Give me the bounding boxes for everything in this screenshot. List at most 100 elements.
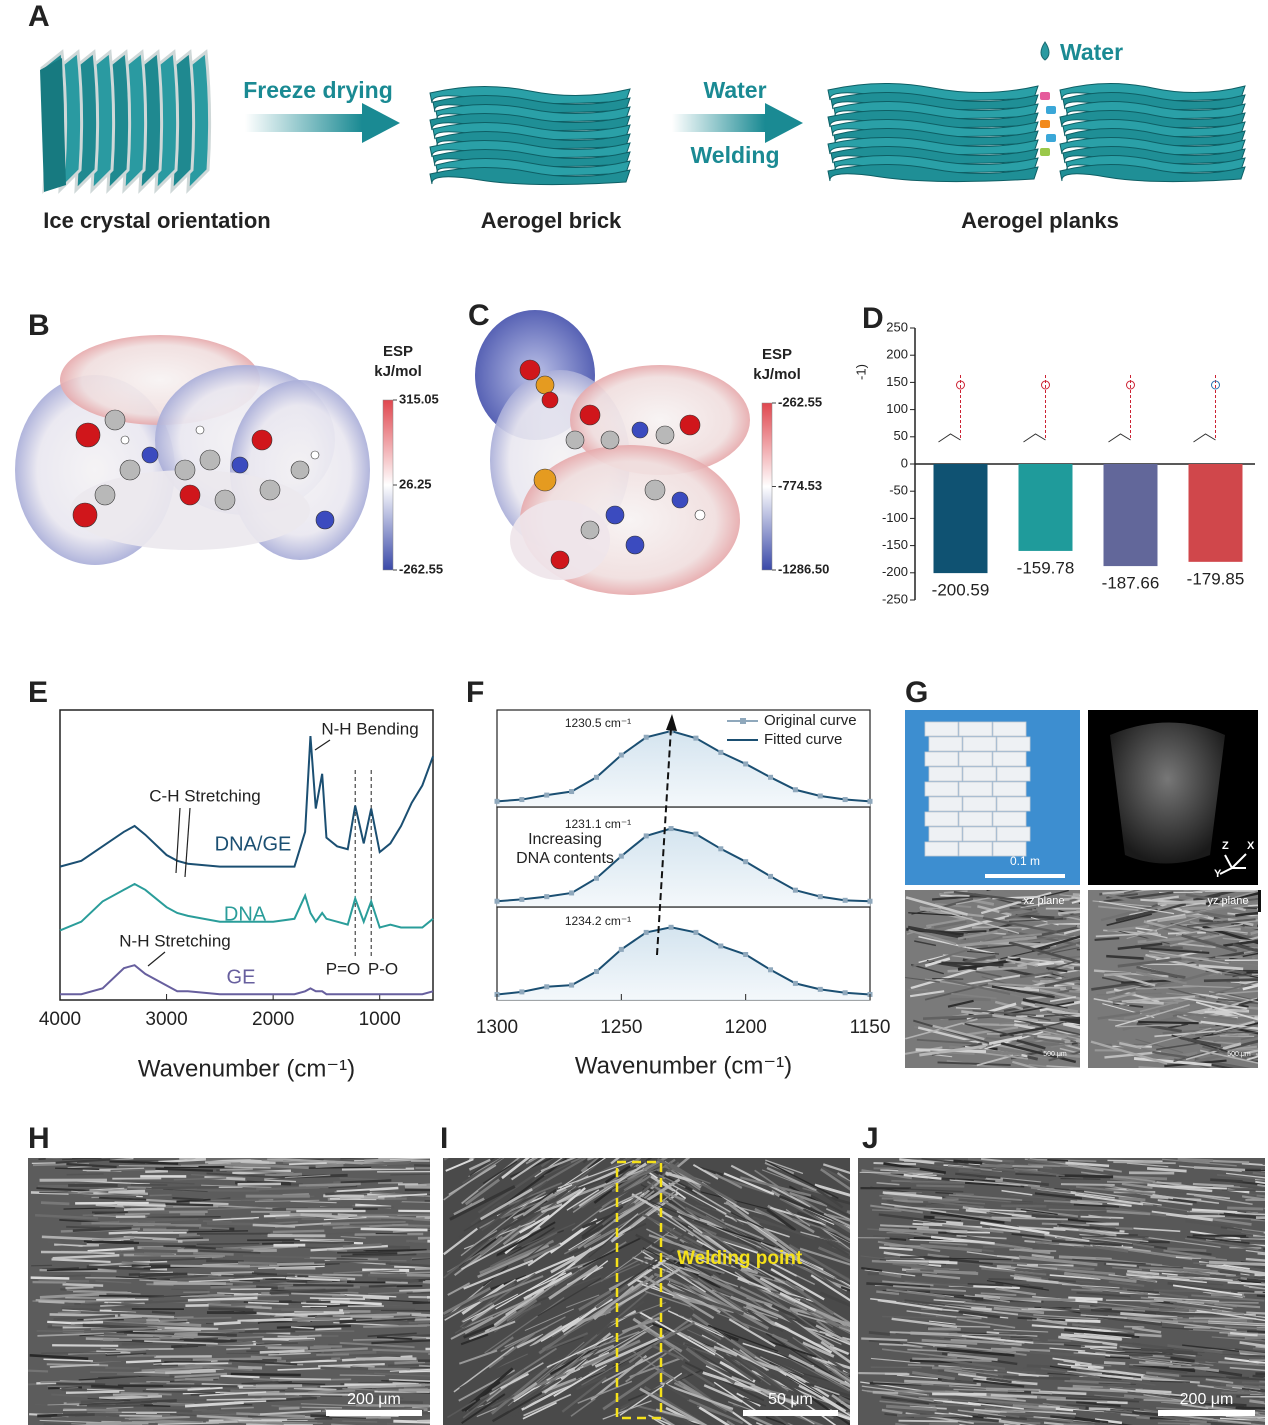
texture-stroke	[47, 1240, 87, 1246]
atom	[72, 502, 98, 528]
texture-stroke	[363, 1324, 427, 1328]
texture-stroke	[1133, 1227, 1181, 1233]
texture-stroke	[882, 1280, 934, 1287]
texture-stroke	[581, 1205, 624, 1238]
texture-stroke	[1078, 1228, 1117, 1237]
panel-label: C	[468, 299, 490, 332]
texture-stroke	[201, 1184, 272, 1189]
texture-stroke	[124, 1318, 147, 1322]
texture-stroke	[825, 1319, 850, 1330]
y-tick-label: 150	[886, 374, 908, 389]
texture-stroke	[561, 1306, 598, 1333]
bar	[933, 464, 988, 574]
texture-stroke	[1238, 974, 1258, 981]
texture-stroke	[66, 1289, 115, 1293]
texture-stroke	[876, 1182, 900, 1186]
texture-stroke	[1146, 931, 1198, 942]
texture-stroke	[965, 1208, 1036, 1219]
original-point	[494, 898, 500, 904]
texture-stroke	[282, 1193, 309, 1196]
texture-stroke	[62, 1158, 102, 1161]
texture-stroke	[368, 1367, 410, 1371]
texture-stroke	[1136, 965, 1185, 979]
series-label: GE	[227, 966, 256, 988]
panel-d	[910, 327, 1255, 601]
texture-stroke	[590, 1354, 648, 1402]
colorbar-tick-label: -262.55	[778, 394, 822, 409]
texture-stroke	[1127, 1276, 1156, 1283]
texture-stroke	[1137, 930, 1168, 939]
texture-stroke	[1264, 1401, 1265, 1403]
texture-stroke	[1110, 1177, 1153, 1184]
texture-stroke	[284, 1285, 360, 1290]
texture-stroke	[499, 1353, 568, 1397]
texture-stroke	[705, 1365, 768, 1398]
texture-stroke	[362, 1162, 409, 1167]
texture-stroke	[1060, 958, 1080, 965]
texture-stroke	[922, 1273, 961, 1280]
texture-stroke	[1015, 1172, 1057, 1177]
texture-stroke	[978, 1399, 1048, 1407]
texture-stroke	[1095, 1257, 1163, 1266]
texture-stroke	[57, 1310, 81, 1315]
texture-stroke	[105, 1366, 140, 1370]
texture-stroke	[1208, 990, 1258, 1003]
texture-stroke	[582, 1260, 609, 1281]
original-point	[693, 831, 699, 837]
texture-stroke	[1188, 1328, 1259, 1334]
texture-stroke	[207, 1204, 284, 1210]
texture-stroke	[320, 1299, 382, 1306]
texture-stroke	[238, 1365, 263, 1370]
texture-stroke	[61, 1306, 100, 1312]
texture-stroke	[1134, 1333, 1162, 1338]
texture-stroke	[986, 1211, 1012, 1218]
texture-stroke	[205, 1341, 254, 1347]
texture-stroke	[986, 1280, 1049, 1291]
texture-stroke	[1217, 1014, 1258, 1018]
texture-stroke	[61, 1388, 87, 1392]
texture-stroke	[1126, 1162, 1169, 1168]
texture-stroke	[720, 1229, 786, 1252]
texture-stroke	[1140, 1201, 1162, 1206]
texture-stroke	[566, 1189, 600, 1211]
texture-stroke	[593, 1181, 645, 1209]
texture-stroke	[264, 1172, 303, 1177]
fitted-curve	[496, 827, 871, 903]
texture-stroke	[1186, 1192, 1231, 1200]
texture-stroke	[470, 1201, 502, 1226]
texture-stroke	[290, 1359, 337, 1364]
original-point	[792, 887, 798, 893]
texture-stroke	[340, 1235, 366, 1239]
texture-stroke	[868, 1330, 891, 1336]
y-tick-label: 250	[886, 319, 908, 334]
trend-arrow-head	[666, 714, 677, 731]
texture-stroke	[807, 1355, 849, 1376]
texture-stroke	[463, 1381, 501, 1412]
texture-stroke	[378, 1158, 413, 1160]
texture-stroke	[618, 1158, 632, 1165]
texture-stroke	[1177, 1280, 1224, 1286]
texture-stroke	[1048, 1278, 1076, 1283]
texture-stroke	[1234, 1348, 1265, 1354]
texture-stroke	[1232, 1049, 1258, 1058]
texture-stroke	[1140, 1300, 1217, 1314]
texture-stroke	[814, 1183, 850, 1197]
x-tick-label: 4000	[39, 1009, 81, 1030]
texture-stroke	[746, 1221, 799, 1260]
texture-stroke	[827, 1213, 850, 1222]
caption: Aerogel brick	[481, 208, 622, 233]
plank	[996, 766, 1031, 782]
texture-stroke	[635, 1233, 713, 1277]
texture-stroke	[870, 1357, 921, 1364]
texture-stroke	[339, 1177, 378, 1181]
texture-stroke	[1005, 959, 1039, 967]
texture-stroke	[1138, 1020, 1199, 1025]
texture-stroke	[1108, 1280, 1145, 1287]
texture-stroke	[933, 920, 967, 929]
texture-stroke	[587, 1158, 604, 1171]
texture-stroke	[677, 1249, 759, 1275]
texture-stroke	[374, 1372, 430, 1377]
texture-stroke	[1140, 1347, 1205, 1355]
texture-stroke	[462, 1293, 519, 1323]
texture-stroke	[381, 1380, 430, 1384]
